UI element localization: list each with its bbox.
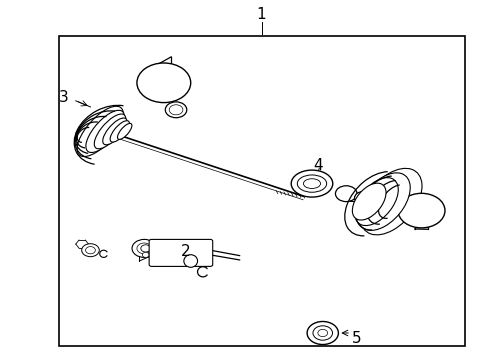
Circle shape bbox=[306, 321, 338, 345]
Circle shape bbox=[81, 244, 99, 257]
Ellipse shape bbox=[77, 106, 123, 157]
Circle shape bbox=[317, 329, 327, 337]
Ellipse shape bbox=[303, 179, 320, 189]
Ellipse shape bbox=[117, 123, 132, 139]
Circle shape bbox=[397, 193, 444, 228]
Circle shape bbox=[354, 192, 371, 204]
Ellipse shape bbox=[102, 118, 127, 145]
Text: 4: 4 bbox=[312, 158, 322, 173]
Text: 1: 1 bbox=[256, 7, 266, 22]
Circle shape bbox=[335, 186, 356, 202]
Circle shape bbox=[165, 102, 186, 118]
Bar bbox=[59, 36, 464, 346]
Circle shape bbox=[132, 239, 156, 257]
Ellipse shape bbox=[94, 114, 125, 149]
Ellipse shape bbox=[354, 177, 397, 226]
Text: 2: 2 bbox=[181, 244, 190, 260]
Ellipse shape bbox=[86, 110, 124, 153]
Circle shape bbox=[137, 243, 151, 254]
Ellipse shape bbox=[183, 255, 197, 267]
Ellipse shape bbox=[297, 175, 326, 192]
Circle shape bbox=[137, 63, 190, 103]
Ellipse shape bbox=[357, 173, 409, 230]
Text: 3: 3 bbox=[59, 90, 68, 105]
Circle shape bbox=[141, 245, 150, 252]
Circle shape bbox=[312, 326, 332, 340]
Ellipse shape bbox=[290, 170, 332, 197]
Circle shape bbox=[142, 252, 149, 257]
Text: 5: 5 bbox=[351, 331, 361, 346]
Circle shape bbox=[169, 105, 183, 115]
Ellipse shape bbox=[110, 121, 129, 142]
Ellipse shape bbox=[360, 168, 421, 235]
Ellipse shape bbox=[352, 183, 385, 220]
FancyBboxPatch shape bbox=[149, 239, 212, 266]
Circle shape bbox=[85, 247, 95, 254]
